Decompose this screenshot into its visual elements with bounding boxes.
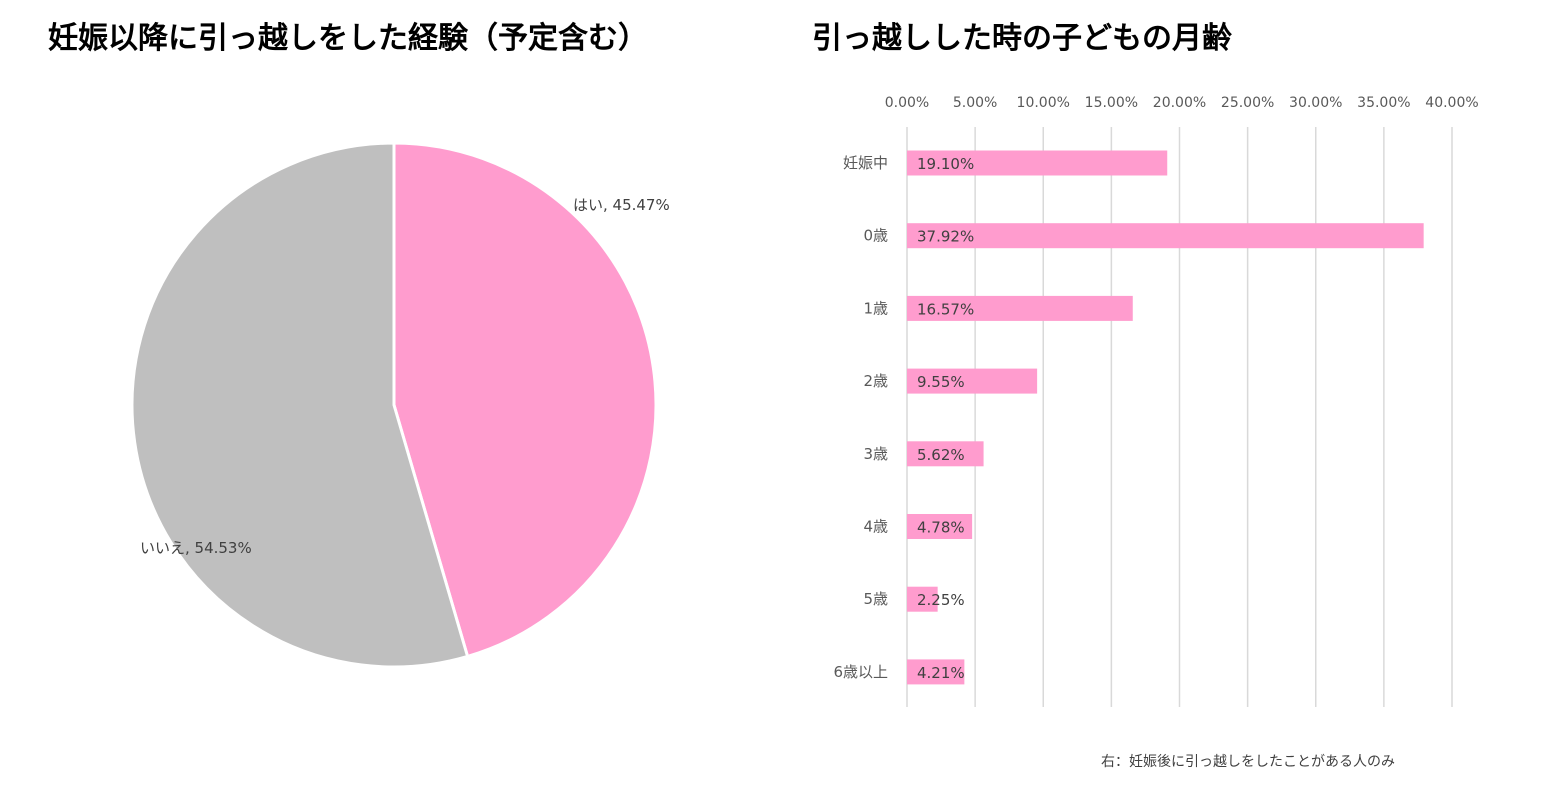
bar-data-label: 19.10% — [917, 155, 974, 173]
y-category-label: 0歳 — [863, 227, 888, 245]
y-category-label: 妊娠中 — [843, 154, 888, 172]
y-category-label: 4歳 — [863, 518, 888, 536]
pie-chart-title: 妊娠以降に引っ越しをした経験（予定含む） — [48, 21, 648, 56]
bar-data-label: 2.25% — [917, 591, 965, 609]
bar — [907, 368, 1038, 394]
x-tick-label: 40.00% — [1425, 95, 1478, 111]
bar — [907, 441, 984, 467]
y-category-label: 3歳 — [863, 445, 888, 463]
y-category-label: 6歳以上 — [833, 663, 888, 681]
pie-data-label: いいえ, 54.53% — [140, 539, 252, 557]
pie-slice-1 — [130, 141, 470, 669]
pie-slice-0 — [392, 141, 658, 659]
footnote: 右：妊娠後に引っ越しをしたことがある人のみ — [1101, 754, 1395, 770]
pie-data-label: はい, 45.47% — [573, 196, 670, 214]
x-tick-label: 35.00% — [1357, 95, 1410, 111]
x-tick-label: 0.00% — [885, 95, 929, 111]
bar-data-label: 4.21% — [917, 664, 965, 682]
bar — [907, 150, 1168, 176]
x-tick-label: 20.00% — [1153, 95, 1206, 111]
x-tick-label: 25.00% — [1221, 95, 1274, 111]
bar — [907, 659, 965, 685]
y-category-label: 5歳 — [863, 590, 888, 608]
bar-data-label: 16.57% — [917, 300, 974, 318]
x-tick-label: 15.00% — [1085, 95, 1138, 111]
bar-chart-title: 引っ越しした時の子どもの月齢 — [812, 21, 1232, 56]
bar — [907, 514, 973, 539]
bar-chart: 0.00% 5.00% 10.00% 15.00% 20.00% 25.00% 30.00%… — [833, 95, 1479, 707]
pie-chart: はい, 45.47% いいえ, 54.53% — [130, 141, 670, 669]
bar — [907, 223, 1424, 249]
x-tick-label: 10.00% — [1017, 95, 1070, 111]
y-category-label: 2歳 — [863, 372, 888, 390]
x-tick-label: 5.00% — [953, 95, 997, 111]
bar — [907, 586, 938, 612]
bar-data-label: 5.62% — [917, 446, 965, 464]
bar — [907, 295, 1133, 321]
bar-data-label: 37.92% — [917, 228, 974, 246]
x-tick-label: 30.00% — [1289, 95, 1342, 111]
bar-data-label: 4.78% — [917, 519, 965, 537]
y-category-label: 1歳 — [863, 299, 888, 317]
bar-data-label: 9.55% — [917, 373, 965, 391]
